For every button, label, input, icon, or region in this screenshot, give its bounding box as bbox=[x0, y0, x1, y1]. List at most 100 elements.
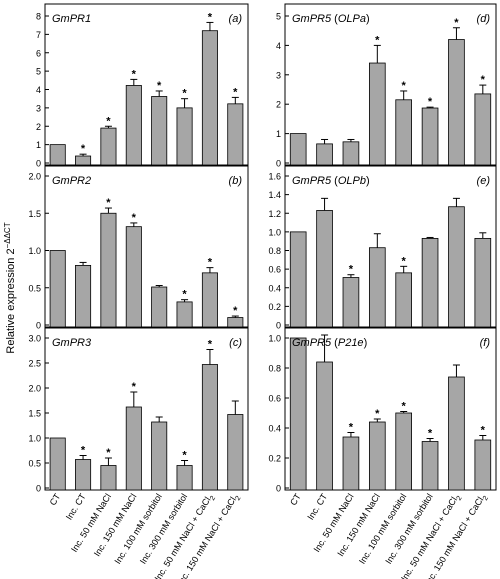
significance-marker: * bbox=[106, 197, 111, 209]
y-tick-label: 1.2 bbox=[268, 209, 281, 219]
bar bbox=[316, 210, 333, 328]
y-tick-label: 1 bbox=[276, 129, 281, 139]
bar bbox=[227, 317, 244, 328]
x-tick-label-subscript: 2 bbox=[235, 495, 243, 502]
y-tick-label: 2 bbox=[276, 100, 281, 110]
significance-marker: * bbox=[182, 289, 187, 301]
significance-marker: * bbox=[454, 17, 459, 29]
significance-marker: * bbox=[208, 11, 213, 23]
significance-marker: * bbox=[157, 80, 162, 92]
gene-name-text: GmPR5 bbox=[292, 13, 332, 25]
y-tick-label: 2 bbox=[36, 122, 41, 132]
y-tick-label: 1 bbox=[36, 140, 41, 150]
significance-marker: * bbox=[402, 255, 407, 267]
y-tick-label: 4 bbox=[276, 41, 281, 51]
y-tick-label: 0.6 bbox=[268, 265, 281, 275]
bar bbox=[75, 264, 92, 328]
x-tick-label: Inc. CT bbox=[64, 491, 88, 521]
y-tick-label: 0 bbox=[36, 484, 41, 494]
gene-variant: OLPb bbox=[338, 175, 366, 187]
bar bbox=[474, 237, 492, 328]
y-tick-label: 0.8 bbox=[268, 364, 281, 374]
bar bbox=[75, 155, 92, 166]
gene-name-text: GmPR5 bbox=[292, 337, 332, 349]
bar bbox=[100, 127, 117, 166]
significance-marker: * bbox=[428, 428, 433, 440]
bar bbox=[448, 39, 465, 166]
y-tick-label: 0.5 bbox=[28, 283, 41, 293]
x-tick-label-text: Inc. 300 mM sorbitol bbox=[138, 492, 189, 566]
bar bbox=[201, 272, 218, 328]
gene-paren-close: ) bbox=[366, 175, 370, 187]
y-axis-title-superscript: −ΔΔCT bbox=[3, 222, 12, 248]
gene-variant: P21e bbox=[338, 337, 364, 349]
significance-marker: * bbox=[132, 212, 137, 224]
y-tick-label: 1.0 bbox=[268, 334, 281, 344]
y-tick-label: 1.5 bbox=[28, 209, 41, 219]
bar bbox=[125, 406, 142, 491]
x-tick-label: Inc. 100 mM sorbitol bbox=[357, 492, 408, 566]
y-tick-label: 0.4 bbox=[268, 283, 281, 293]
y-axis-title-text: Relative expression 2 bbox=[5, 248, 17, 353]
bar bbox=[201, 30, 218, 166]
y-tick-label: 0.5 bbox=[28, 459, 41, 469]
bar bbox=[289, 133, 307, 166]
y-axis-title: Relative expression 2−ΔΔCT bbox=[1, 178, 19, 398]
gene-name: GmPR2 bbox=[52, 175, 91, 187]
gene-name: GmPR5 (OLPb) bbox=[292, 175, 370, 187]
x-tick-label-text: Inc. CT bbox=[64, 491, 88, 521]
y-tick-label: 0 bbox=[276, 321, 281, 331]
y-tick-label: 0 bbox=[36, 321, 41, 331]
significance-marker: * bbox=[182, 88, 187, 100]
bar bbox=[49, 437, 66, 491]
gene-name: GmPR3 bbox=[52, 337, 92, 349]
bar bbox=[474, 439, 492, 491]
bar bbox=[368, 421, 386, 491]
gene-paren-open: ( bbox=[331, 337, 338, 349]
y-tick-label: 0.2 bbox=[268, 454, 281, 464]
gene-name-text: GmPR2 bbox=[52, 175, 91, 187]
x-tick-label-text: CT bbox=[48, 491, 63, 507]
bar bbox=[100, 465, 117, 491]
panel-d: 0 1 2 3 4 5 * * * * * GmPR5 (OLPa) (d) bbox=[276, 3, 497, 169]
y-tick-label: 1.4 bbox=[268, 190, 281, 200]
panel-label: (a) bbox=[229, 13, 243, 25]
bar bbox=[227, 103, 244, 166]
panel-frame bbox=[44, 327, 249, 491]
bar bbox=[421, 441, 439, 491]
panel-f: 0 0.2 0.4 0.6 0.8 1.0 * * * * * GmPR5 (P21e) (f) bbox=[268, 327, 497, 494]
panel-label: (d) bbox=[477, 13, 491, 25]
y-tick-label: 2.0 bbox=[28, 172, 41, 182]
bar bbox=[316, 361, 333, 491]
y-tick-label: 2.5 bbox=[28, 359, 41, 369]
panel-e: 00.20.40.60.81.01.21.41.6**GmPR5 (OLPb)(… bbox=[268, 165, 497, 331]
x-tick-label: Inc. 100 mM sorbitol bbox=[112, 492, 163, 566]
bar bbox=[49, 144, 66, 166]
panel-frame bbox=[284, 165, 497, 328]
panel-frame bbox=[44, 165, 249, 328]
significance-marker: * bbox=[428, 96, 433, 108]
panel-label: (e) bbox=[477, 175, 491, 187]
bar bbox=[100, 212, 117, 328]
significance-marker: * bbox=[106, 447, 111, 459]
y-tick-label: 0 bbox=[276, 159, 281, 169]
gene-variant: OLPa bbox=[338, 13, 366, 25]
bar bbox=[474, 93, 492, 166]
y-tick-label: 1.6 bbox=[268, 172, 281, 182]
x-tick-label-text: Inc. 100 mM sorbitol bbox=[357, 492, 408, 566]
bar bbox=[289, 337, 307, 491]
x-tick-label-subscript: 2 bbox=[482, 495, 490, 502]
gene-paren-open: ( bbox=[331, 13, 338, 25]
x-tick-label-text: CT bbox=[288, 491, 303, 507]
x-tick-label: CT bbox=[288, 491, 303, 507]
significance-marker: * bbox=[132, 68, 137, 80]
bar bbox=[448, 376, 465, 491]
significance-marker: * bbox=[182, 450, 187, 462]
y-tick-label: 0 bbox=[276, 484, 281, 494]
y-tick-label: 1.0 bbox=[28, 246, 41, 256]
significance-marker: * bbox=[402, 80, 407, 92]
x-tick-label-text: Inc. 100 mM sorbitol bbox=[112, 492, 163, 566]
y-tick-label: 5 bbox=[36, 67, 41, 77]
panel-c: 0 0.5 1.0 1.5 2.0 2.5 3.0 * * * * * GmPR3 (c) bbox=[28, 327, 249, 494]
